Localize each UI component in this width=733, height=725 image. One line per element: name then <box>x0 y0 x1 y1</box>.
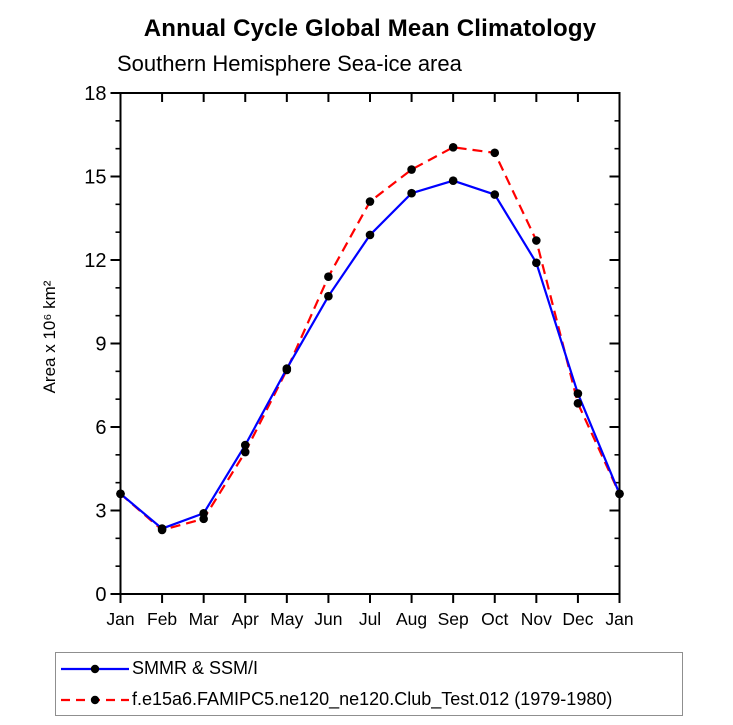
legend-dashed-line-sample <box>61 695 129 704</box>
legend-solid-line-sample <box>61 664 129 673</box>
data-point-marker <box>365 197 375 206</box>
x-tick-label: Jul <box>359 609 381 629</box>
legend-item-model: f.e15a6.FAMIPC5.ne120_ne120.Club_Test.01… <box>56 685 682 714</box>
y-tick-label: 18 <box>84 83 106 105</box>
y-tick-label: 15 <box>84 167 106 189</box>
data-point-marker <box>365 230 375 240</box>
x-tick-label: Nov <box>521 609 552 629</box>
data-point-marker <box>199 514 208 524</box>
data-point-marker <box>324 291 333 301</box>
x-tick-label: Feb <box>147 609 177 629</box>
data-point-marker <box>407 165 416 174</box>
legend-marker-dot <box>90 695 100 704</box>
data-point-marker <box>490 148 500 158</box>
data-point-marker <box>615 489 624 499</box>
x-tick-label: Jan <box>605 609 633 629</box>
y-tick-label: 9 <box>95 334 106 356</box>
y-tick-label: 6 <box>95 417 106 439</box>
data-point-marker <box>282 365 292 375</box>
legend: SMMR & SSM/I f.e15a6.FAMIPC5.ne120_ne120… <box>55 652 683 716</box>
data-point-marker <box>240 440 250 450</box>
x-tick-label: Jun <box>314 609 342 629</box>
x-tick-label: Mar <box>189 609 219 629</box>
data-point-marker <box>573 389 583 398</box>
data-point-marker <box>157 525 167 535</box>
data-point-marker <box>448 142 458 152</box>
x-tick-label: Aug <box>396 609 427 629</box>
chart-subtitle: Southern Hemisphere Sea-ice area <box>117 51 462 76</box>
data-point-marker <box>448 176 458 185</box>
x-tick-label: Sep <box>438 609 469 629</box>
x-tick-label: Dec <box>562 609 593 629</box>
data-point-marker <box>532 258 541 268</box>
y-tick-label: 0 <box>95 584 106 606</box>
plot-area: 0 3 6 9 12 15 18 Jan Feb Mar Apr May Jun Jul Aug Sep Oct… <box>84 83 633 629</box>
data-point-marker <box>240 447 250 457</box>
data-point-marker <box>116 489 125 499</box>
x-tick-label: Jan <box>106 609 134 629</box>
data-point-marker <box>490 190 500 199</box>
data-point-marker <box>407 188 416 198</box>
data-point-marker <box>532 236 541 245</box>
y-tick-label: 12 <box>84 250 106 272</box>
legend-marker-dot <box>90 664 100 673</box>
legend-label-model: f.e15a6.FAMIPC5.ne120_ne120.Club_Test.01… <box>132 689 613 709</box>
chart-title: Annual Cycle Global Mean Climatology <box>143 15 597 42</box>
data-point-marker <box>324 272 333 282</box>
y-tick-label: 3 <box>95 501 106 523</box>
x-tick-label: May <box>270 609 303 629</box>
legend-label-observations: SMMR & SSM/I <box>132 658 259 678</box>
legend-item-observations: SMMR & SSM/I <box>56 654 682 683</box>
axis-frame <box>119 92 621 595</box>
x-tick-label: Apr <box>232 609 259 629</box>
x-tick-label: Oct <box>481 609 508 629</box>
data-point-marker <box>573 399 583 408</box>
